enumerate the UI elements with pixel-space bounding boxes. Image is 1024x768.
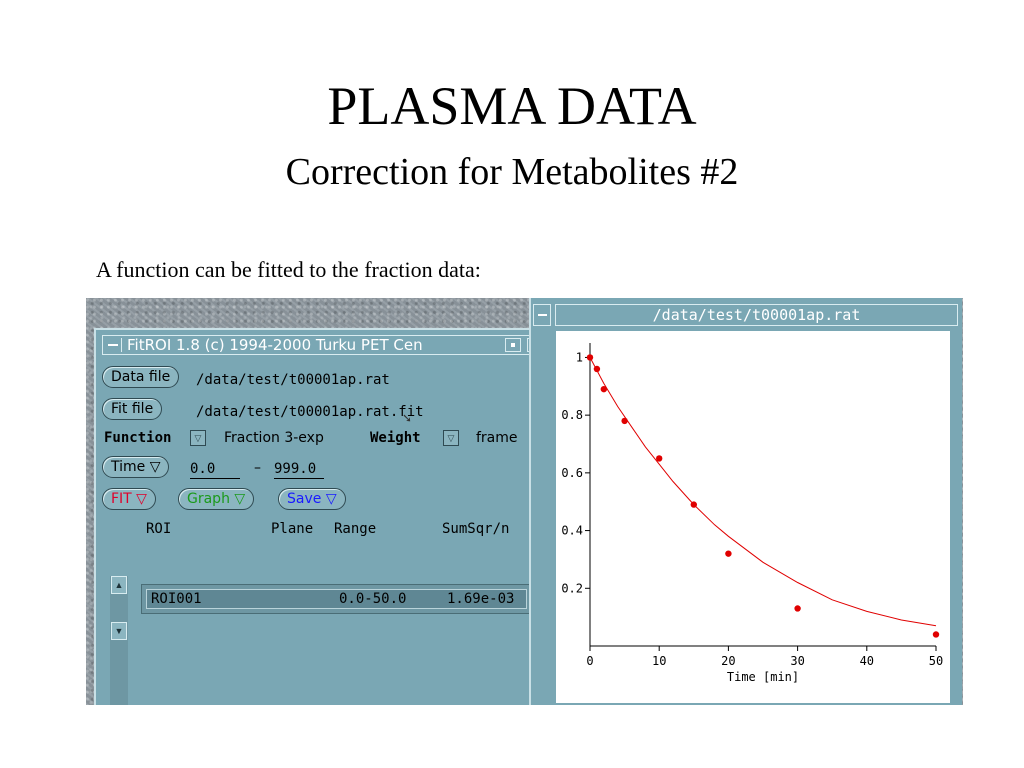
fraction-chart: 0 10 20 30 40 50 0.2 0.4 0.6 0.8 1 Time [min] <box>561 343 943 684</box>
save-button[interactable]: Save ▽ <box>278 488 346 510</box>
time-start-input[interactable]: 0.0 <box>190 460 240 479</box>
time-end-input[interactable]: 999.0 <box>274 460 324 479</box>
scroll-up-icon[interactable]: ▲ <box>111 576 127 594</box>
plot-window-title: /data/test/t00001ap.rat <box>652 306 861 324</box>
graph-button[interactable]: Graph ▽ <box>178 488 255 510</box>
function-label: Function <box>104 430 172 446</box>
x-axis-label: Time [min] <box>727 670 799 684</box>
y-tick-label: 0.6 <box>561 466 583 480</box>
x-tick-label: 0 <box>586 654 593 668</box>
table-row[interactable]: ROI001 0.0-50.0 1.69e-03 <box>146 589 527 609</box>
row-range: 0.0-50.0 <box>339 591 407 607</box>
data-point <box>794 605 801 612</box>
y-tick-label: 0.2 <box>561 581 583 595</box>
data-file-value: /data/test/t00001ap.rat <box>196 372 390 388</box>
slide-subtitle: Correction for Metabolites #2 <box>285 151 739 193</box>
time-button[interactable]: Time ▽ <box>102 456 170 478</box>
column-header-roi: ROI <box>146 521 172 537</box>
column-header-sumsqr: SumSqr/n <box>442 521 510 537</box>
data-file-button[interactable]: Data file <box>102 366 180 388</box>
window-menu-icon[interactable] <box>105 338 122 352</box>
cursor-icon: ➘ <box>402 411 413 425</box>
data-point <box>593 365 601 373</box>
plot-window: /data/test/t00001ap.rat 0 10 20 30 40 50 0.2 0.… <box>529 298 962 705</box>
y-tick-label: 0.8 <box>561 408 583 422</box>
fitroi-window: FitROI 1.8 (c) 1994-2000 Turku PET Cen D… <box>94 328 549 705</box>
column-header-plane: Plane <box>271 521 314 537</box>
scroll-down-icon[interactable]: ▼ <box>111 622 127 640</box>
row-roi: ROI001 <box>151 591 202 607</box>
function-value: Fraction 3-exp <box>224 430 324 446</box>
weight-label: Weight <box>370 430 421 446</box>
plot-window-menu-icon[interactable] <box>533 304 551 326</box>
function-dropdown-icon[interactable]: ▽ <box>190 430 206 446</box>
data-point <box>725 550 732 557</box>
weight-value: frame <box>476 430 518 446</box>
x-tick-label: 20 <box>721 654 735 668</box>
list-scrollbar[interactable]: ▲ ▼ <box>110 576 128 705</box>
fit-curve-line <box>589 357 937 627</box>
x-tick-label: 10 <box>652 654 666 668</box>
x-tick-label: 50 <box>929 654 943 668</box>
data-point <box>690 501 697 508</box>
fit-button[interactable]: FIT ▽ <box>102 488 156 510</box>
y-tick-label: 1 <box>576 350 583 364</box>
column-header-range: Range <box>334 521 377 537</box>
data-point <box>600 385 608 393</box>
fit-file-button[interactable]: Fit file <box>102 398 163 420</box>
slide-caption: A function can be fitted to the fraction… <box>96 257 481 282</box>
x-tick-label: 40 <box>860 654 874 668</box>
weight-dropdown-icon[interactable]: ▽ <box>443 430 459 446</box>
data-point <box>586 354 594 361</box>
data-point <box>932 631 940 638</box>
screenshot-desktop: FitROI 1.8 (c) 1994-2000 Turku PET Cen D… <box>86 298 963 705</box>
fit-file-value: /data/test/t00001ap.rat.fit <box>196 404 424 420</box>
roi-list: ROI001 0.0-50.0 1.69e-03 <box>141 584 536 614</box>
x-tick-label: 30 <box>790 654 804 668</box>
row-sumsqr: 1.69e-03 <box>447 591 515 607</box>
plot-area: 0 10 20 30 40 50 0.2 0.4 0.6 0.8 1 Time [min] <box>556 331 950 703</box>
data-point <box>621 417 628 425</box>
fitroi-titlebar[interactable]: FitROI 1.8 (c) 1994-2000 Turku PET Cen <box>102 335 543 355</box>
time-dash: – <box>254 460 261 476</box>
plot-window-titlebar[interactable]: /data/test/t00001ap.rat <box>555 304 958 326</box>
slide-title: PLASMA DATA <box>327 76 697 136</box>
minimize-icon[interactable] <box>505 338 521 352</box>
data-point <box>656 455 663 462</box>
fitroi-window-title: FitROI 1.8 (c) 1994-2000 Turku PET Cen <box>127 336 423 354</box>
y-tick-label: 0.4 <box>561 524 583 538</box>
